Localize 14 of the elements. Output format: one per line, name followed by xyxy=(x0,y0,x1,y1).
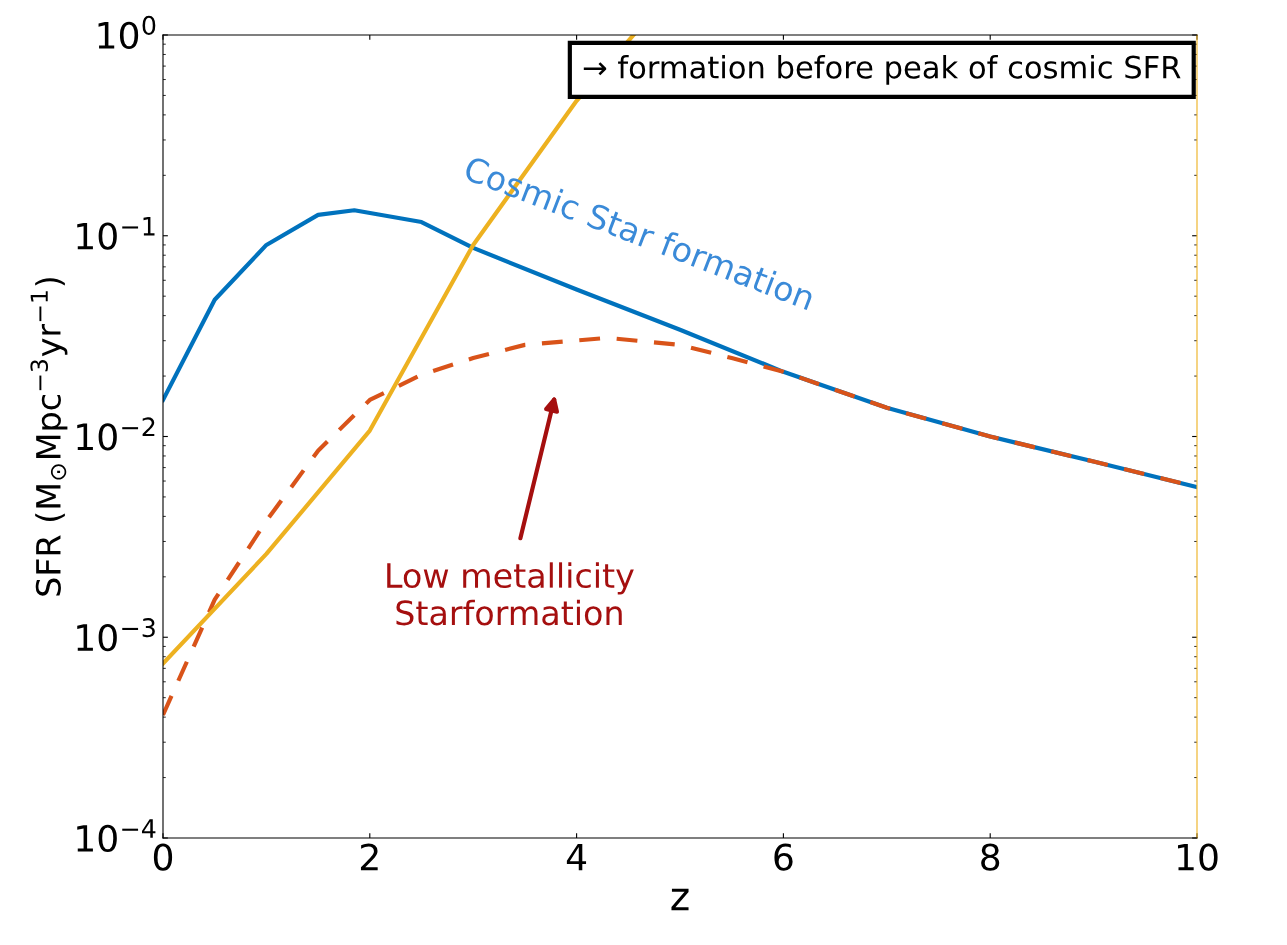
x-axis-title: z xyxy=(671,888,689,911)
x-tick-label: 8 xyxy=(981,843,1000,871)
y-tick-label: 10$^{−3}$ xyxy=(77,618,155,652)
y-axis-title: SFR (M$_{⊙}$Mpc$^{−3}$yr$^{−1}$) xyxy=(30,278,68,596)
y-tick-label: 10$^{−2}$ xyxy=(77,417,155,451)
x-tick-label: 0 xyxy=(153,843,173,871)
x-tick-label: 2 xyxy=(360,843,378,871)
annotation: Low metallicity Starformation xyxy=(387,562,634,626)
y-tick-label: 10$^{0}$ xyxy=(98,15,156,49)
x-tick-label: 10 xyxy=(1177,843,1218,871)
x-tick-label: 6 xyxy=(774,843,793,871)
annotation: → formation before peak of cosmic SFR xyxy=(583,55,1181,85)
x-tick-label: 4 xyxy=(566,843,587,871)
y-tick-label: 10$^{−1}$ xyxy=(77,216,155,250)
